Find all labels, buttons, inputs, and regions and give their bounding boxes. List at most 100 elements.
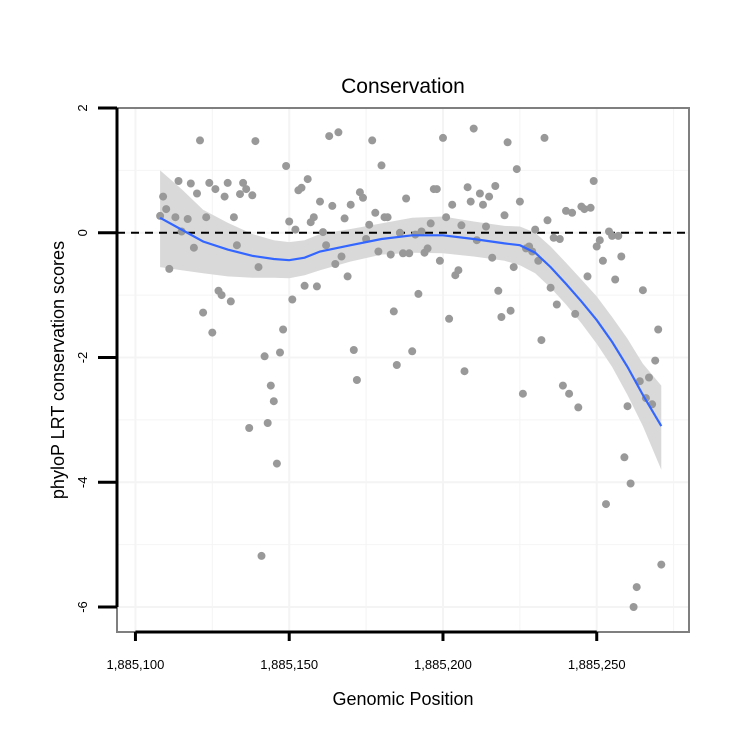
data-point xyxy=(208,328,217,337)
data-point xyxy=(193,189,201,198)
data-point xyxy=(368,136,377,145)
data-point xyxy=(558,381,567,390)
data-point xyxy=(374,247,383,256)
data-point xyxy=(352,376,361,384)
data-point xyxy=(300,281,309,290)
data-point xyxy=(457,221,466,230)
data-point xyxy=(537,336,546,345)
data-point xyxy=(645,373,653,382)
data-point xyxy=(580,205,589,214)
data-point xyxy=(239,178,248,187)
data-point xyxy=(497,313,506,321)
data-point xyxy=(389,307,398,316)
data-point xyxy=(174,177,183,185)
data-point xyxy=(196,136,204,145)
data-point xyxy=(423,244,432,253)
data-point xyxy=(432,185,441,194)
data-point xyxy=(220,192,229,201)
data-point xyxy=(494,286,503,295)
data-point xyxy=(349,346,358,354)
data-point xyxy=(340,214,349,223)
data-point xyxy=(291,225,300,234)
data-point xyxy=(365,220,374,229)
data-point xyxy=(202,213,211,222)
data-point xyxy=(445,314,454,323)
y-axis-title: phyloP LRT conservation scores xyxy=(48,241,68,499)
data-point xyxy=(334,128,343,137)
data-point xyxy=(555,235,564,243)
data-point xyxy=(602,500,610,509)
x-tick-label: 1,885,250 xyxy=(568,657,626,672)
data-point xyxy=(543,216,552,225)
data-point xyxy=(651,356,660,365)
data-point xyxy=(546,283,555,292)
y-tick-label: -4 xyxy=(75,477,90,489)
data-point xyxy=(183,215,192,223)
data-point xyxy=(186,179,195,188)
data-point xyxy=(309,213,318,222)
data-point xyxy=(500,211,509,220)
x-axis-title: Genomic Position xyxy=(332,689,473,709)
data-point xyxy=(303,175,312,184)
data-point xyxy=(162,205,171,214)
y-tick-label: 2 xyxy=(75,104,90,111)
data-point xyxy=(279,325,288,334)
data-point xyxy=(592,242,601,251)
data-point xyxy=(232,241,241,250)
data-point xyxy=(254,263,263,272)
data-point xyxy=(211,185,220,194)
data-point xyxy=(503,138,512,147)
data-point xyxy=(245,424,254,432)
data-point xyxy=(460,367,469,376)
x-axis: 1,885,100 1,885,150 1,885,200 1,885,250 xyxy=(107,630,626,672)
chart-title: Conservation xyxy=(341,75,465,98)
data-point xyxy=(509,263,518,272)
data-point xyxy=(337,252,346,261)
data-point xyxy=(552,300,561,309)
x-tick-label: 1,885,100 xyxy=(107,657,165,672)
data-point xyxy=(454,266,463,275)
data-point xyxy=(248,191,257,200)
data-point xyxy=(512,165,521,174)
data-point xyxy=(638,286,647,295)
data-point xyxy=(565,389,574,398)
data-point xyxy=(620,453,629,462)
data-point xyxy=(491,182,500,190)
data-point xyxy=(236,190,244,199)
data-point xyxy=(383,213,392,222)
data-point xyxy=(583,272,592,281)
data-point xyxy=(442,213,451,222)
data-point xyxy=(260,352,269,361)
y-tick-label: -6 xyxy=(75,601,90,613)
data-point xyxy=(199,308,208,317)
data-point xyxy=(589,177,598,185)
data-point xyxy=(488,253,497,262)
data-point xyxy=(171,213,180,222)
data-point xyxy=(654,325,663,334)
y-tick-label: 0 xyxy=(75,229,90,236)
data-point xyxy=(479,200,487,209)
data-point xyxy=(325,132,334,141)
data-point xyxy=(435,256,444,265)
data-point xyxy=(371,208,380,217)
data-point xyxy=(257,551,266,560)
data-point xyxy=(217,291,226,300)
data-point xyxy=(316,197,324,206)
data-point xyxy=(223,178,232,187)
data-point xyxy=(469,124,478,133)
confidence-band-area xyxy=(160,170,662,470)
data-point xyxy=(312,282,321,291)
data-point xyxy=(626,479,635,488)
data-point xyxy=(629,603,638,611)
data-point xyxy=(288,295,297,304)
data-point xyxy=(623,402,632,411)
x-tick-label: 1,885,150 xyxy=(260,657,318,672)
smooth-fit-line xyxy=(159,216,663,427)
data-point xyxy=(571,309,580,318)
data-point xyxy=(405,249,414,258)
data-point xyxy=(319,228,327,237)
data-point xyxy=(395,228,404,237)
data-point xyxy=(614,231,623,240)
data-point xyxy=(408,347,417,356)
data-point xyxy=(562,206,570,215)
